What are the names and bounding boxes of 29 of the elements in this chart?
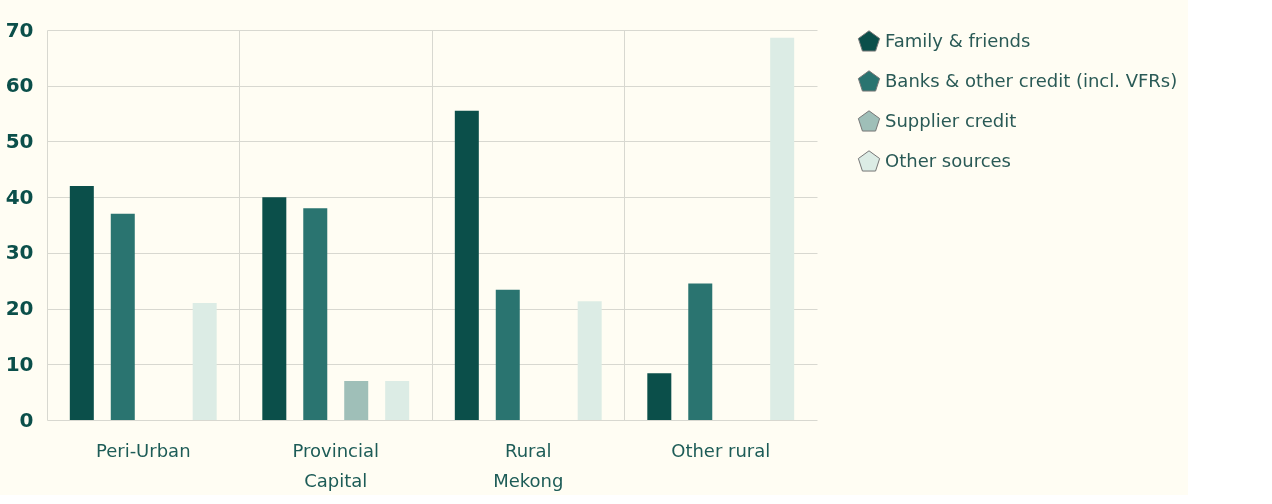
bar <box>262 197 287 420</box>
bar <box>69 186 94 420</box>
x-tick-label: Provincial Capital <box>292 439 380 491</box>
bar <box>688 283 713 420</box>
y-tick-label: 60 <box>5 73 34 98</box>
legend-label: Banks & other credit (incl. VFRs) <box>885 70 1178 91</box>
x-tick-label: Rural Mekong <box>493 439 564 491</box>
y-tick-label: 10 <box>5 351 34 376</box>
bar <box>495 289 520 420</box>
bar <box>192 303 217 420</box>
bar <box>303 208 328 420</box>
bar <box>577 301 602 420</box>
y-tick-label: 30 <box>5 240 34 265</box>
bar <box>770 37 795 420</box>
bar <box>385 381 410 420</box>
x-tick-label: Other rural <box>671 439 771 461</box>
y-tick-label: 0 <box>19 407 34 432</box>
bar <box>344 381 369 420</box>
y-tick-label: 70 <box>5 17 34 42</box>
legend-label: Family & friends <box>885 30 1031 51</box>
bar <box>454 110 479 420</box>
y-tick-label: 40 <box>5 184 34 209</box>
bar <box>110 213 135 420</box>
bar <box>647 373 672 420</box>
x-tick-label: Peri-Urban <box>95 439 191 461</box>
legend-label: Other sources <box>885 150 1011 171</box>
y-tick-label: 20 <box>5 296 34 321</box>
legend-label: Supplier credit <box>885 110 1017 131</box>
y-tick-label: 50 <box>5 128 34 153</box>
